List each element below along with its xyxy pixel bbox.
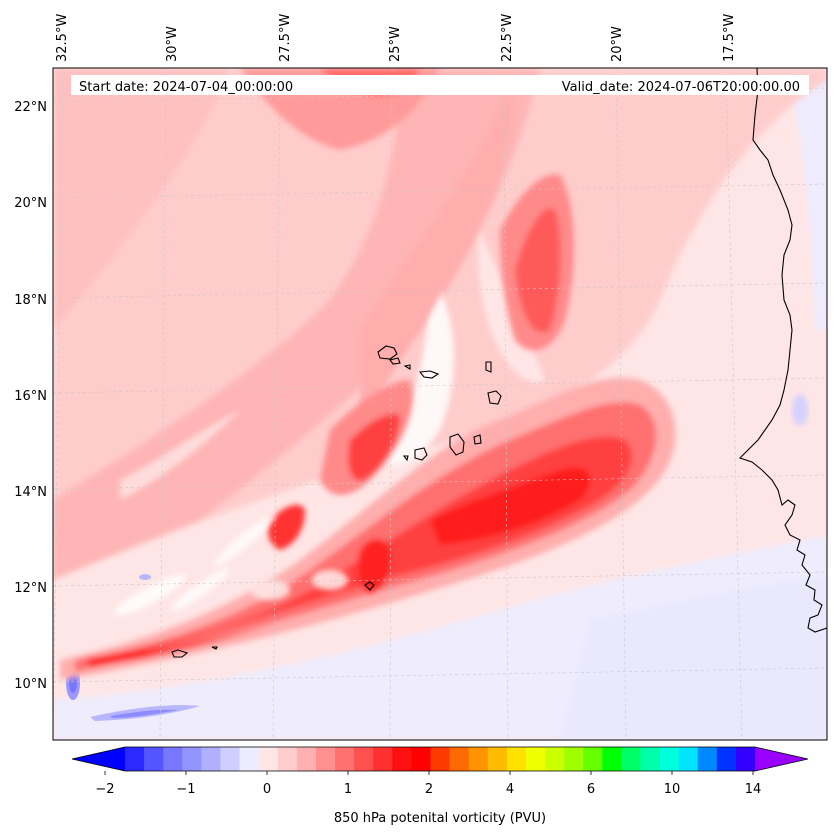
date-info-bar: Start date: 2024-07-04_00:00:00 Valid_da… (71, 75, 809, 95)
lon-label: 25°W (388, 26, 403, 62)
start-date-label: Start date: 2024-07-04_00:00:00 (79, 80, 293, 95)
colorbar-cell (411, 747, 431, 771)
colorbar-cell (735, 747, 756, 771)
lat-label: 10°N (14, 677, 47, 692)
colorbar-cell (678, 747, 699, 771)
colorbar-cell (392, 747, 412, 771)
colorbar-tick-label: 6 (587, 782, 595, 797)
lon-label: 17.5°W (722, 14, 737, 62)
longitude-labels: 32.5°W 30°W 27.5°W 25°W 22.5°W 20°W 17.5… (55, 14, 737, 62)
colorbar-cell (468, 747, 489, 771)
colorbar-cell (621, 747, 641, 771)
colorbar-cell (125, 747, 145, 771)
lon-label: 32.5°W (55, 14, 70, 62)
colorbar-cell (315, 747, 336, 771)
colorbar-tick-label: 10 (664, 782, 681, 797)
colorbar-cell (697, 747, 718, 771)
lon-label: 27.5°W (278, 14, 293, 62)
colorbar-cell (487, 747, 508, 771)
colorbar-cell (144, 747, 164, 771)
lat-label: 16°N (14, 389, 47, 404)
lon-label: 30°W (165, 26, 180, 62)
colorbar-tick-label: −2 (95, 782, 114, 797)
lat-label: 12°N (14, 581, 47, 596)
colorbar-cell (335, 747, 355, 771)
colorbar-cell (564, 747, 584, 771)
colorbar-cell (163, 747, 183, 771)
colorbar-label: 850 hPa potenital vorticity (PVU) (334, 811, 546, 826)
colorbar-outline (71, 746, 809, 772)
colorbar-cell (430, 747, 451, 771)
colorbar-tick-label: 0 (263, 782, 271, 797)
colorbar-cell (258, 747, 279, 771)
white-blobs (114, 513, 348, 616)
colorbar-cell (583, 747, 603, 771)
colorbar-cell (449, 747, 470, 771)
colorbar-cell (296, 747, 317, 771)
colorbar-tick-label: 4 (506, 782, 514, 797)
colorbar-cell (640, 747, 661, 771)
colorbar-tick-label: 2 (425, 782, 433, 797)
colorbar-tick-label: 1 (344, 782, 352, 797)
colorbar-cell (182, 747, 202, 771)
map-frame (52, 67, 828, 741)
lat-label: 22°N (14, 100, 47, 115)
lon-label: 22.5°W (500, 14, 515, 62)
colorbar-cell (525, 747, 546, 771)
colorbar-ticks: −2 −1 0 1 2 4 6 10 14 (95, 782, 761, 797)
colorbar-cell (201, 747, 221, 771)
lon-label: 20°W (610, 26, 625, 62)
negative-pv-areas (53, 68, 827, 740)
main-red-band (60, 377, 676, 680)
colorbar-cell (506, 747, 527, 771)
colorbar-cell (716, 747, 737, 771)
colorbar-extend-high (755, 747, 808, 771)
valid-date-label: Valid_date: 2024-07-06T20:00:00.00 (562, 80, 800, 95)
latitude-labels: 22°N 20°N 18°N 16°N 14°N 12°N 10°N (14, 100, 47, 692)
colorbar-cell (220, 747, 241, 771)
lat-label: 20°N (14, 196, 47, 211)
lat-label: 14°N (14, 485, 47, 500)
colorbar-cell (545, 747, 565, 771)
colorbar-cell (354, 747, 374, 771)
colorbar (71, 746, 809, 775)
lat-label: 18°N (14, 293, 47, 308)
colorbar-cell (659, 747, 680, 771)
coastline (738, 68, 827, 633)
graticule (53, 68, 827, 740)
colorbar-cell (602, 747, 622, 771)
colorbar-extend-low (72, 747, 125, 771)
colorbar-cell (239, 747, 260, 771)
colorbar-cell (277, 747, 298, 771)
colorbar-tick-label: 14 (745, 782, 762, 797)
colorbar-cell (373, 747, 393, 771)
islands (171, 345, 502, 658)
pv-field (53, 68, 827, 740)
colorbar-tick-label: −1 (176, 782, 195, 797)
